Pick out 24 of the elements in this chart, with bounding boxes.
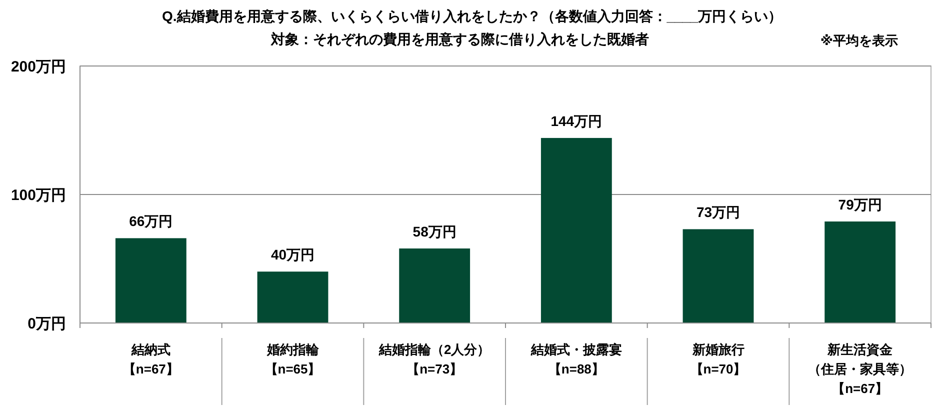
x-tick-label: 新婚旅行【n=70】	[690, 342, 746, 376]
x-tick-label: 結婚式・披露宴【n=88】	[530, 342, 622, 376]
data-label: 40万円	[270, 246, 315, 263]
x-tick-label: 新生活資金（住居・家具等）【n=67】	[808, 342, 912, 396]
chart-subtitle: 対象：それぞれの費用を用意する際に借り入れをした既婚者	[270, 31, 649, 47]
bar	[682, 229, 754, 323]
data-label: 66万円	[129, 213, 173, 230]
data-label: 58万円	[412, 223, 456, 240]
bar	[824, 221, 896, 323]
data-label: 79万円	[838, 196, 882, 212]
y-tick-label: 100万円	[10, 186, 66, 204]
text: ※平均を表示	[820, 33, 898, 48]
bar	[115, 238, 186, 323]
y-tick-label: 200万円	[10, 58, 66, 76]
data-label: 73万円	[696, 204, 740, 220]
y-tick-label: 0万円	[28, 315, 66, 332]
bar	[399, 248, 470, 323]
x-tick-label: 結納式【n=67】	[122, 342, 179, 376]
x-tick-label: 婚約指輪【n=65】	[264, 342, 321, 376]
x-tick-label: 結婚指輪（2人分）【n=73】	[378, 342, 490, 376]
chart-title: Q.結婚費用を用意する際、いくらくらい借り入れをしたか？（各数値入力回答：____万円くらい）	[162, 8, 782, 24]
bar	[540, 138, 612, 323]
bar	[257, 272, 328, 323]
data-label: 144万円	[550, 112, 602, 129]
